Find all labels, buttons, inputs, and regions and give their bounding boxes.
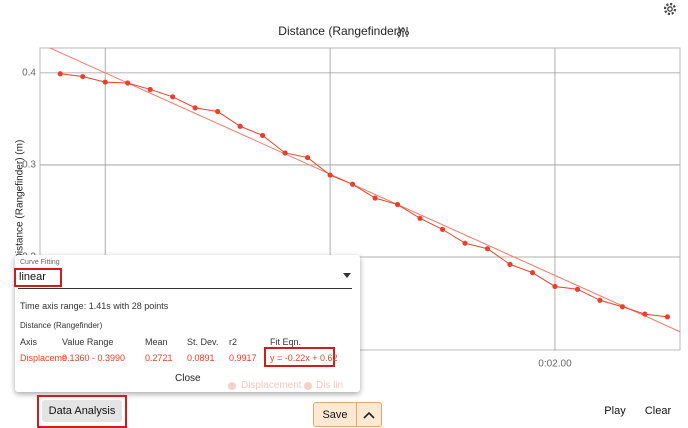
field-label: Curve Fitting: [20, 259, 60, 266]
data-point: [394, 201, 401, 208]
data-point: [102, 79, 108, 85]
data-point: [57, 71, 63, 77]
sensor-name: Distance (Rangefinder): [20, 321, 103, 330]
highlight-box: [264, 347, 335, 367]
data-point: [260, 132, 266, 139]
save-button[interactable]: Save: [313, 402, 357, 427]
data-point: [192, 105, 198, 111]
plot-frame: [39, 47, 681, 351]
table-header: Axis: [20, 337, 38, 347]
chart-title: Distance (Rangefinder): [278, 24, 401, 38]
data-point: [642, 311, 648, 317]
data-point: [462, 240, 468, 246]
analysis-dialog: Curve Fitting linear Time axis range: 1.…: [14, 255, 360, 392]
save-options-button[interactable]: [356, 402, 382, 427]
table-cell: y = -0.22x + 0.62: [270, 353, 338, 363]
data-point: [417, 215, 423, 221]
data-point: [147, 86, 153, 93]
data-line: [60, 73, 668, 318]
data-point: [125, 80, 131, 86]
gear-icon[interactable]: [663, 2, 677, 16]
table-cell: 0.1360 - 0.3990: [62, 353, 126, 363]
data-point: [619, 304, 626, 310]
table-header: St. Dev.: [187, 337, 219, 347]
fit-line: [48, 48, 680, 333]
data-point: [439, 226, 446, 232]
data-point: [215, 108, 221, 115]
data-point: [597, 297, 603, 303]
table-cell: 0.9917: [229, 353, 257, 363]
y-tick-label: 0.3: [22, 160, 36, 171]
table-cell: 0.2721: [145, 353, 173, 363]
highlight-box: [37, 395, 127, 428]
table-header: Value Range: [62, 337, 114, 347]
table-header: r2: [229, 337, 238, 347]
close-button[interactable]: Close: [175, 373, 201, 384]
x-tick-label: 0:02.00: [538, 359, 572, 370]
y-axis-label: Distance (Rangefinder) (m): [15, 140, 26, 261]
data-point: [305, 154, 311, 161]
dropdown-arrow[interactable]: [343, 273, 351, 278]
legend-label: Dis lin: [316, 380, 344, 391]
legend-swatch: [228, 382, 236, 390]
data-point: [484, 246, 491, 252]
y-tick-label: 0.4: [22, 68, 36, 79]
data-point: [372, 195, 378, 201]
fit-method-select[interactable]: linear: [19, 271, 46, 283]
data-point: [282, 150, 288, 156]
range-note: Time axis range: 1.41s with 28 points: [20, 301, 169, 311]
data-point: [574, 286, 581, 292]
data-point: [349, 181, 356, 187]
data-point: [237, 123, 243, 129]
table-cell: Displaceme: [20, 353, 68, 363]
data-point: [327, 172, 333, 178]
data-point: [507, 261, 513, 267]
table-cell: 0.0891: [187, 353, 215, 363]
data-point: [80, 73, 86, 80]
legend-label: Displacement: [241, 380, 302, 391]
table-header: Fit Eqn.: [270, 337, 302, 347]
data-point: [170, 94, 176, 100]
data-analysis-button[interactable]: Data Analysis: [42, 400, 122, 422]
data-point: [664, 314, 671, 320]
data-point: [529, 270, 536, 276]
data-point: [552, 283, 558, 290]
highlight-box: [14, 268, 62, 287]
clear-button[interactable]: Clear: [644, 405, 672, 417]
settings-icon[interactable]: [396, 27, 410, 37]
table-header: Mean: [145, 337, 168, 347]
legend-swatch: [304, 382, 312, 390]
play-button[interactable]: Play: [604, 405, 626, 417]
select-underline: [18, 288, 352, 289]
chevron-icon: [363, 411, 375, 419]
